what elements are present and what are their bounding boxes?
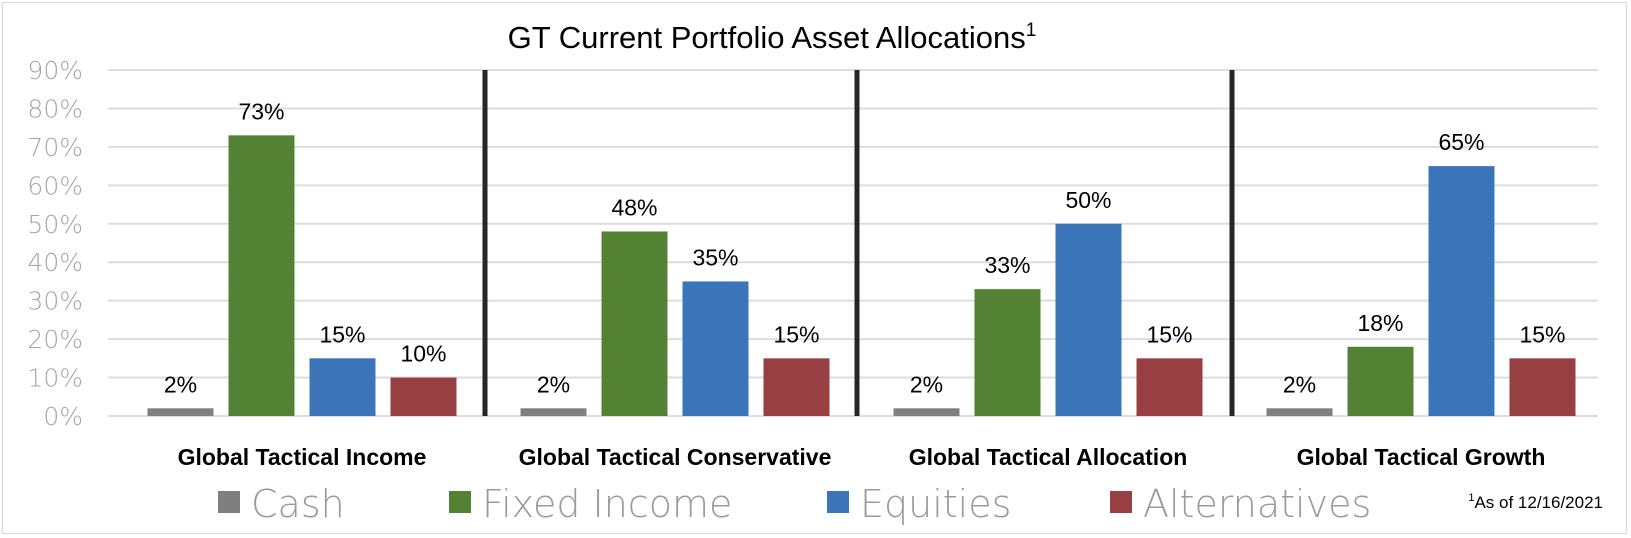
category-label: Global Tactical Income [178, 444, 427, 470]
category-label: Global Tactical Conservative [519, 444, 832, 470]
footnote-superscript: 1 [1468, 492, 1474, 504]
bar [1266, 408, 1333, 416]
data-label: 33% [984, 252, 1030, 278]
y-tick-label: 70% [27, 133, 83, 162]
chart-title: GT Current Portfolio Asset Allocations1 [508, 20, 1037, 55]
category-labels: Global Tactical Income Global Tactical Co… [178, 444, 1546, 470]
y-tick-label: 0% [43, 402, 83, 431]
bar [1509, 358, 1576, 416]
data-label: 2% [1283, 371, 1316, 397]
data-label: 35% [692, 244, 738, 270]
y-tick-label: 30% [27, 287, 83, 316]
y-tick-label: 90% [27, 56, 83, 85]
bar [682, 281, 749, 416]
bar [893, 408, 960, 416]
legend-swatch [218, 491, 240, 513]
data-label: 15% [1146, 321, 1192, 347]
legend-swatch [449, 491, 471, 513]
footnote-text: As of 12/16/2021 [1474, 493, 1603, 512]
y-tick-label: 80% [27, 94, 83, 123]
bar [1347, 346, 1414, 416]
bar [974, 289, 1041, 416]
data-label: 10% [400, 341, 446, 367]
y-axis-ticks: 0% 10% 20% 30% 40% 50% 60% 70% 80% 90% [27, 56, 83, 431]
chart-svg: GT Current Portfolio Asset Allocations1 … [27, 20, 1603, 526]
y-tick-label: 10% [27, 364, 83, 393]
bar [1136, 358, 1203, 416]
bar [1428, 166, 1495, 416]
group-separators [482, 70, 1235, 416]
data-label: 18% [1357, 310, 1403, 336]
data-label: 2% [910, 371, 943, 397]
data-labels: 2% 73% 15% 10% 2% 48% 35% 15% 2% 33% 50% 15% 2% 18% 65… [164, 98, 1566, 397]
bar [763, 358, 830, 416]
footnote: 1As of 12/16/2021 [1468, 492, 1603, 512]
data-label: 50% [1065, 187, 1111, 213]
legend-label: Equities [860, 482, 1011, 526]
bar [390, 377, 457, 416]
bar [1055, 223, 1122, 416]
legend-label: Cash [251, 482, 345, 526]
data-label: 48% [611, 194, 657, 220]
legend: Cash Fixed Income Equities Alternatives [218, 482, 1371, 526]
y-tick-label: 40% [27, 248, 83, 277]
category-label: Global Tactical Allocation [909, 444, 1188, 470]
data-label: 65% [1438, 129, 1484, 155]
legend-swatch [1110, 491, 1132, 513]
data-label: 2% [537, 371, 570, 397]
bar [147, 408, 214, 416]
bar [228, 135, 295, 416]
data-label: 15% [319, 321, 365, 347]
chart-title-text: GT Current Portfolio Asset Allocations [508, 20, 1026, 55]
category-label: Global Tactical Growth [1297, 444, 1546, 470]
legend-label: Alternatives [1143, 482, 1371, 526]
data-label: 2% [164, 371, 197, 397]
y-tick-label: 60% [27, 171, 83, 200]
data-label: 15% [773, 321, 819, 347]
data-label: 15% [1519, 321, 1565, 347]
bar [520, 408, 587, 416]
data-label: 73% [238, 98, 284, 124]
bar-layer [147, 135, 1576, 416]
chart-title-superscript: 1 [1026, 20, 1037, 41]
y-tick-label: 20% [27, 325, 83, 354]
legend-label: Fixed Income [482, 482, 732, 526]
legend-swatch [827, 491, 849, 513]
y-tick-label: 50% [27, 210, 83, 239]
bar [601, 231, 668, 416]
bar [309, 358, 376, 416]
